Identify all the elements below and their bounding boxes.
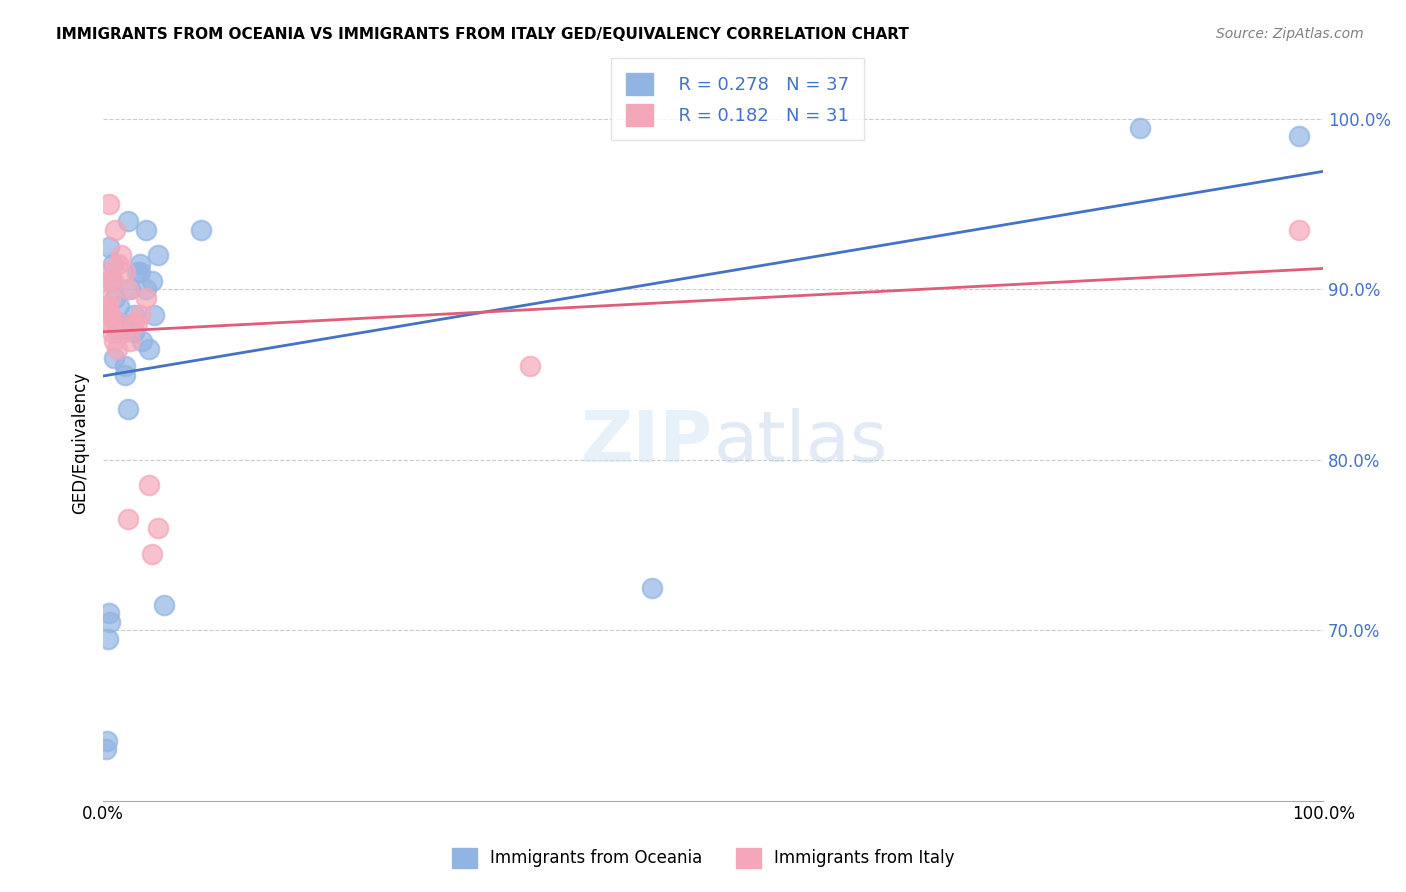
Point [105, 342, 128, 356]
Point [107, 317, 129, 331]
Point [138, 478, 160, 492]
Point [131, 334, 153, 348]
Point [101, 257, 124, 271]
Y-axis label: GED/Equivalency: GED/Equivalency [72, 372, 89, 514]
Point [519, 359, 541, 373]
Legend: Immigrants from Oceania, Immigrants from Italy: Immigrants from Oceania, Immigrants from… [444, 841, 962, 875]
Point [111, 325, 134, 339]
Point [118, 334, 141, 348]
Point [104, 223, 127, 237]
Point [117, 214, 139, 228]
Text: atlas: atlas [713, 409, 887, 477]
Point [190, 223, 212, 237]
Point [111, 325, 134, 339]
Point [117, 512, 139, 526]
Point [98, 606, 121, 620]
Point [103, 334, 125, 348]
Point [122, 325, 145, 339]
Point [1288, 129, 1310, 144]
Point [100, 308, 122, 322]
Point [141, 547, 163, 561]
Point [135, 223, 157, 237]
Point [127, 265, 149, 279]
Point [641, 581, 664, 595]
Point [143, 308, 166, 322]
Point [107, 257, 129, 271]
Point [117, 282, 139, 296]
Point [94, 274, 117, 288]
Point [122, 308, 145, 322]
Point [103, 351, 125, 365]
Point [128, 308, 150, 322]
Point [114, 359, 136, 373]
Text: IMMIGRANTS FROM OCEANIA VS IMMIGRANTS FROM ITALY GED/EQUIVALENCY CORRELATION CHA: IMMIGRANTS FROM OCEANIA VS IMMIGRANTS FR… [56, 27, 910, 42]
Point [98, 240, 121, 254]
Point [100, 325, 122, 339]
Point [98, 291, 121, 305]
Point [138, 342, 160, 356]
Point [135, 282, 157, 296]
Point [96, 300, 118, 314]
Point [110, 248, 132, 262]
Point [96, 265, 118, 279]
Point [114, 265, 136, 279]
Point [1129, 120, 1152, 135]
Point [141, 274, 163, 288]
Point [122, 317, 145, 331]
Point [98, 197, 121, 211]
Point [146, 248, 169, 262]
Point [118, 282, 141, 296]
Point [100, 317, 122, 331]
Point [117, 401, 139, 416]
Point [96, 734, 118, 748]
Point [97, 300, 120, 314]
Point [114, 368, 136, 382]
Point [105, 325, 128, 339]
Point [100, 615, 122, 629]
Point [94, 742, 117, 756]
Point [97, 308, 120, 322]
Text: ZIP: ZIP [581, 409, 713, 477]
Point [97, 632, 120, 646]
Point [127, 317, 149, 331]
Point [153, 598, 176, 612]
Point [104, 291, 127, 305]
Text: Source: ZipAtlas.com: Source: ZipAtlas.com [1216, 27, 1364, 41]
Point [146, 521, 169, 535]
Point [135, 291, 157, 305]
Point [110, 317, 132, 331]
Point [128, 265, 150, 279]
Point [1288, 223, 1310, 237]
Point [100, 274, 122, 288]
Point [101, 274, 124, 288]
Point [108, 317, 131, 331]
Legend:   R = 0.278   N = 37,   R = 0.182   N = 31: R = 0.278 N = 37, R = 0.182 N = 31 [612, 58, 863, 140]
Point [108, 300, 131, 314]
Point [128, 257, 150, 271]
